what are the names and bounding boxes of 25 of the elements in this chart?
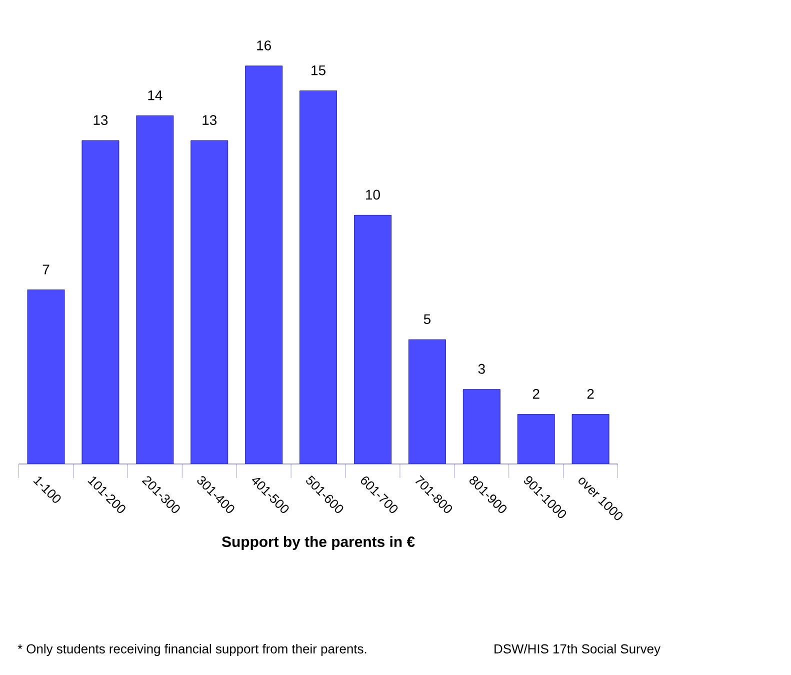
data-label: 2 — [532, 388, 540, 399]
bar — [517, 414, 555, 464]
bar — [572, 414, 610, 464]
bar — [462, 389, 500, 464]
data-label: 14 — [148, 90, 162, 100]
data-label: 15 — [312, 65, 326, 76]
bar — [408, 339, 446, 464]
text: DSW/HIS 17th Social Survey — [494, 644, 660, 656]
data-label: 7 — [42, 264, 50, 274]
bar — [82, 140, 120, 464]
data-label: 13 — [94, 115, 108, 125]
x-axis-title: Support by the parents in € — [222, 536, 415, 550]
data-label: 13 — [202, 115, 217, 125]
bar — [300, 90, 337, 464]
bar — [190, 140, 228, 464]
bar — [27, 290, 65, 464]
data-label: 10 — [366, 190, 380, 200]
data-label: 16 — [257, 40, 271, 50]
bar — [354, 214, 392, 464]
data-label: 5 — [424, 314, 430, 324]
bar — [245, 66, 283, 464]
data-label: 3 — [478, 364, 485, 374]
bar — [136, 115, 174, 464]
text: * Only students receiving financial support from their parents. — [18, 644, 366, 656]
data-label: 2 — [587, 388, 594, 399]
